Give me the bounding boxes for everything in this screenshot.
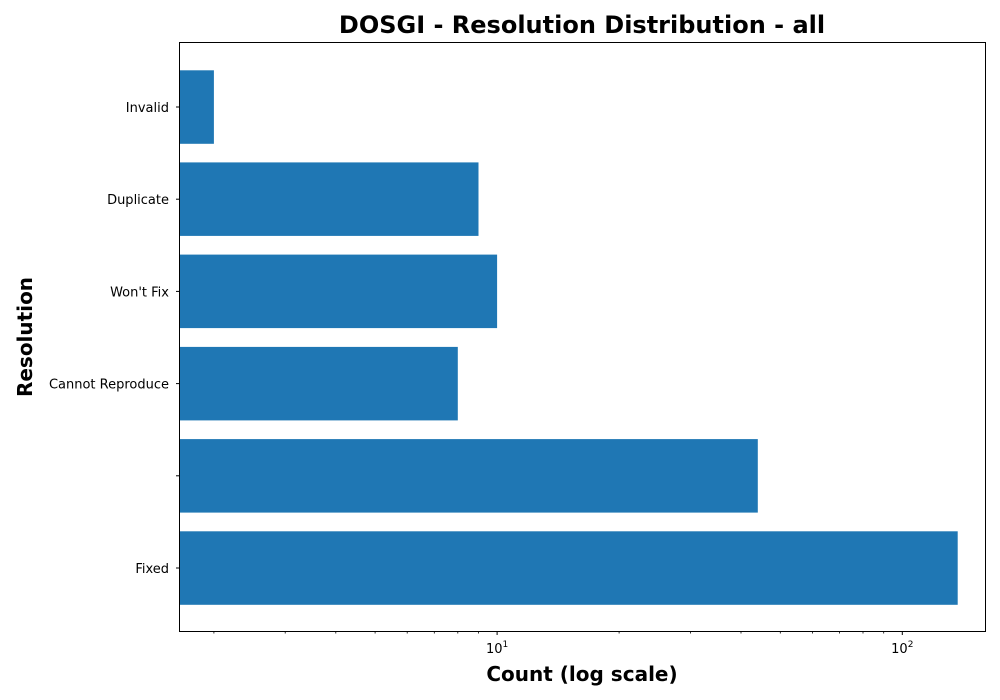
x-tick-label: 102 — [891, 640, 913, 657]
y-tick-label: Won't Fix — [110, 285, 169, 300]
y-tick-label: Cannot Reproduce — [49, 378, 169, 393]
y-axis-ticks: Fixed Cannot Reproduce Won't Fix Duplicate I… — [49, 101, 180, 577]
bar-duplicate — [180, 162, 479, 236]
y-axis-label: Resolution — [13, 277, 37, 397]
y-tick-label: Fixed — [135, 562, 169, 577]
bars-group — [180, 70, 958, 605]
bar-unnamed — [180, 439, 758, 513]
y-tick-label: Invalid — [126, 101, 169, 116]
x-axis-label: Count (log scale) — [486, 662, 677, 686]
bar-fixed — [180, 531, 958, 605]
bar-invalid — [180, 70, 214, 144]
bar-won-t-fix — [180, 254, 498, 329]
plot-frame — [179, 42, 986, 632]
bar-cannot-reproduce — [180, 346, 458, 421]
x-tick-label: 101 — [486, 640, 508, 657]
chart-title: DOSGI - Resolution Distribution - all — [339, 11, 825, 39]
x-axis-ticks: 101 102 — [213, 631, 913, 657]
y-tick-label: Duplicate — [107, 193, 169, 208]
